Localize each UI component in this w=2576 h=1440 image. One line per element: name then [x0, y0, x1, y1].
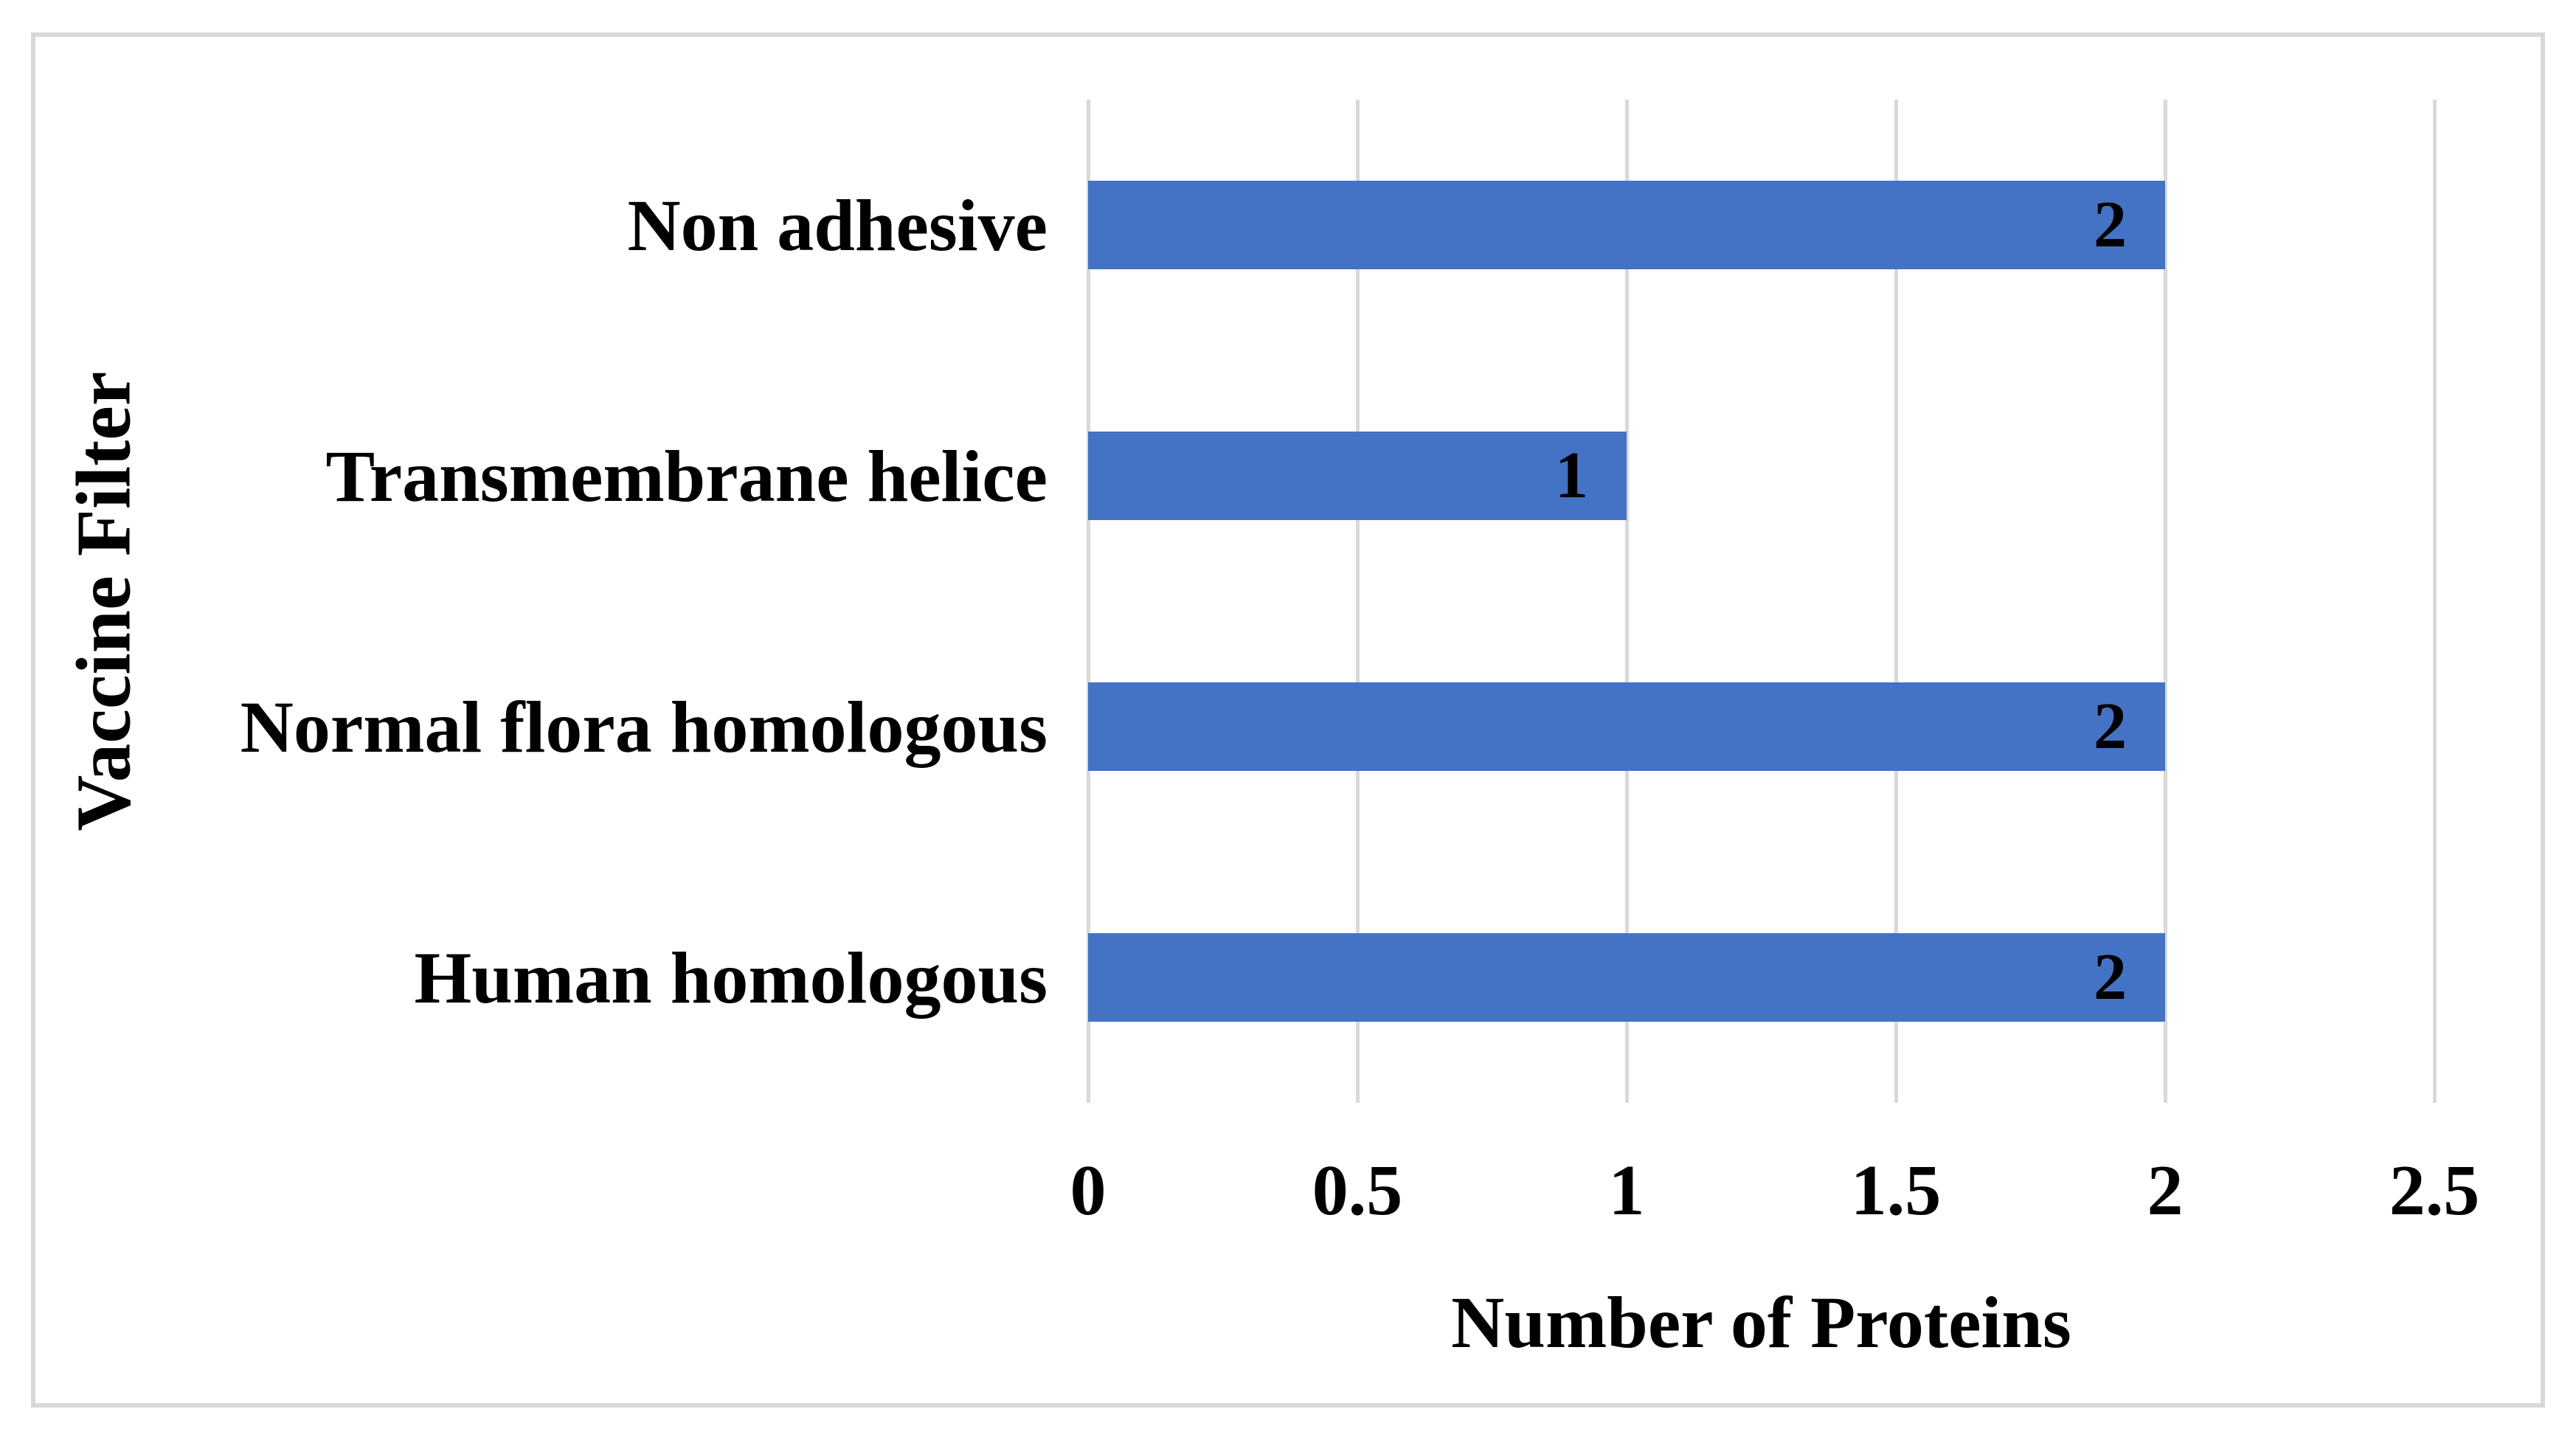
- category-label: Human homologous: [414, 936, 1048, 1019]
- bar: 2: [1088, 933, 2165, 1022]
- gridline: [1625, 100, 1629, 1103]
- x-tick-label: 1.5: [1850, 1151, 1942, 1230]
- bar: 2: [1088, 682, 2165, 771]
- x-tick-label: 1: [1608, 1151, 1645, 1230]
- gridline: [2433, 100, 2437, 1103]
- bar-value-label: 2: [2094, 188, 2127, 261]
- x-tick-label: 0.5: [1312, 1151, 1403, 1230]
- x-tick-label: 2: [2147, 1151, 2184, 1230]
- category-label: Non adhesive: [627, 184, 1048, 266]
- bar: 1: [1088, 432, 1627, 520]
- gridline: [2164, 100, 2167, 1103]
- gridline: [1087, 100, 1090, 1103]
- bar: 2: [1088, 181, 2165, 269]
- category-label: Normal flora homologous: [240, 685, 1048, 768]
- bar-value-label: 2: [2094, 941, 2127, 1014]
- plot-area: 2 1 2 2: [1087, 100, 2437, 1103]
- gridline: [1356, 100, 1360, 1103]
- bar-value-label: 2: [2094, 690, 2127, 763]
- gridline: [1894, 100, 1898, 1103]
- x-tick-label: 0: [1070, 1151, 1107, 1230]
- x-tick-label: 2.5: [2389, 1151, 2480, 1230]
- x-axis-title: Number of Proteins: [1451, 1281, 2071, 1363]
- bar-value-label: 1: [1555, 439, 1588, 512]
- category-label: Transmembrane helice: [325, 435, 1048, 517]
